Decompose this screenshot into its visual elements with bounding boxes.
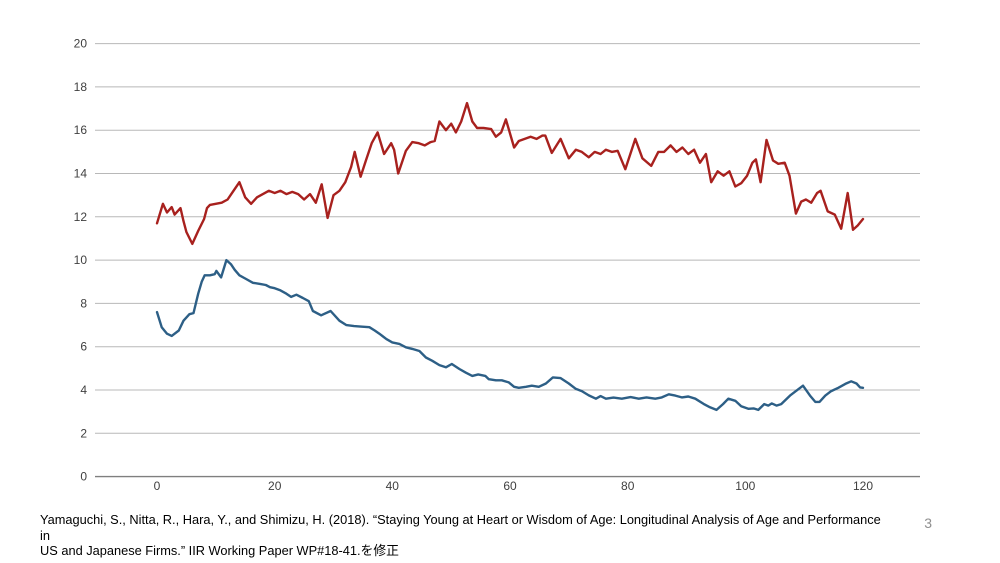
y-tick-label: 14 (74, 167, 88, 181)
x-tick-label: 80 (621, 479, 635, 493)
page-number: 3 (924, 515, 932, 531)
y-tick-label: 18 (74, 80, 88, 94)
x-tick-label: 0 (154, 479, 161, 493)
series-line-red-series (155, 101, 865, 246)
x-tick-label: 20 (268, 479, 282, 493)
x-tick-label: 100 (735, 479, 755, 493)
y-tick-label: 10 (74, 253, 88, 267)
x-tick-label: 60 (503, 479, 517, 493)
x-tick-label: 120 (853, 479, 873, 493)
citation-line-1: Yamaguchi, S., Nitta, R., Hara, Y., and … (40, 512, 881, 543)
y-tick-label: 8 (80, 296, 87, 310)
citation: Yamaguchi, S., Nitta, R., Hara, Y., and … (40, 512, 890, 559)
x-tick-label: 40 (386, 479, 400, 493)
y-tick-label: 4 (80, 383, 87, 397)
y-tick-label: 6 (80, 340, 87, 354)
y-tick-label: 20 (74, 37, 88, 51)
y-tick-label: 2 (80, 426, 87, 440)
series-line-blue-series (155, 258, 865, 412)
citation-line-2: US and Japanese Firms.” IIR Working Pape… (40, 543, 399, 558)
y-tick-label: 16 (74, 123, 88, 137)
y-tick-label: 12 (74, 210, 88, 224)
y-tick-label: 0 (80, 470, 87, 484)
